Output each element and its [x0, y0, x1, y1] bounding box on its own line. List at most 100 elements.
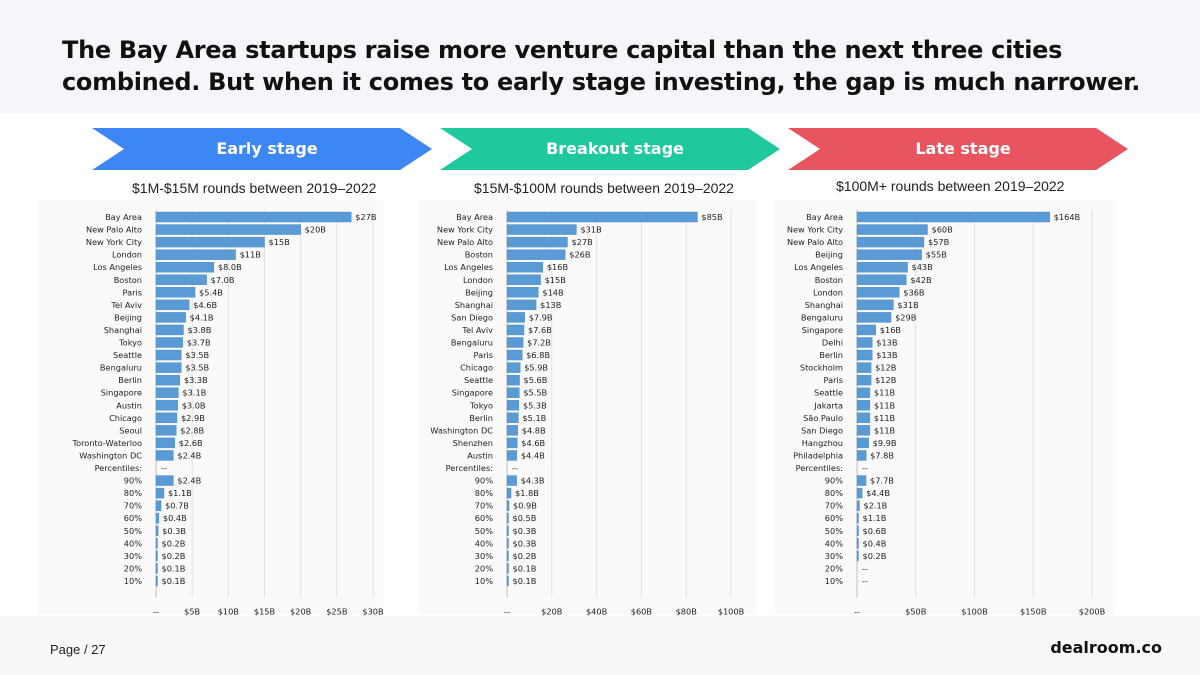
- data-label: $4.3B: [521, 476, 545, 486]
- bar: [856, 513, 859, 524]
- category-label: New York City: [787, 225, 843, 235]
- data-label: $3.3B: [184, 375, 208, 385]
- bar: [856, 387, 871, 398]
- category-label: Bay Area: [105, 212, 142, 222]
- x-tick-label: $80B: [676, 607, 698, 617]
- data-label: $0.1B: [513, 576, 537, 586]
- category-label: Percentiles:: [796, 463, 843, 473]
- bar: [856, 437, 869, 449]
- bar: [506, 324, 525, 336]
- stage-banner-late-label: Late stage: [915, 139, 1011, 158]
- bar: [155, 274, 207, 285]
- breakout-stage-chart: -- $20B $40B $60B $80B $100B Bay Area $85B New Y…: [430, 210, 745, 617]
- category-label: Shenzhen: [453, 438, 493, 448]
- data-label: $85B: [701, 212, 723, 222]
- data-label: $0.6B: [863, 526, 887, 536]
- x-tick-label: $60B: [631, 607, 653, 617]
- category-label: 50%: [475, 526, 493, 536]
- bar: [506, 262, 544, 273]
- bar: [506, 236, 568, 248]
- category-label: Berlin: [118, 375, 142, 385]
- data-label: $43B: [912, 262, 934, 272]
- bar: [856, 450, 867, 461]
- data-label: $4.1B: [190, 312, 214, 322]
- bar: [856, 211, 1050, 223]
- bar: [856, 324, 876, 336]
- data-label: $6.8B: [526, 350, 550, 360]
- data-label: $7.2B: [527, 338, 551, 348]
- bar: [155, 349, 182, 361]
- category-label: 30%: [124, 551, 142, 561]
- category-label: Shanghai: [805, 300, 843, 310]
- category-label: San Diego: [801, 425, 843, 435]
- bar: [856, 412, 871, 424]
- bar: [155, 450, 174, 461]
- bar: [856, 249, 922, 260]
- data-label: $60B: [932, 225, 954, 235]
- data-label: $5.3B: [523, 400, 547, 410]
- category-label: Chicago: [460, 363, 493, 373]
- category-label: São Paulo: [803, 413, 843, 423]
- x-tick-label: $40B: [586, 607, 608, 617]
- x-tick-label: $20B: [290, 607, 312, 617]
- data-label: $12B: [875, 363, 897, 373]
- category-label: 80%: [475, 488, 493, 498]
- bar: [155, 337, 183, 348]
- data-label: $14B: [542, 287, 564, 297]
- x-tick-label: --: [504, 607, 510, 617]
- category-label: 10%: [475, 576, 493, 586]
- bar: [155, 387, 179, 398]
- bar: [856, 224, 928, 235]
- bar: [856, 337, 873, 348]
- category-label: Paris: [123, 287, 143, 297]
- bar: [506, 563, 509, 574]
- bar: [506, 299, 537, 311]
- category-label: Boston: [114, 275, 142, 285]
- data-label: $42B: [910, 275, 932, 285]
- data-label: $36B: [903, 287, 925, 297]
- category-label: Singapore: [101, 388, 142, 398]
- bar: [506, 287, 539, 298]
- bar: [506, 349, 523, 361]
- data-label: $11B: [874, 400, 896, 410]
- bar: [155, 299, 190, 311]
- data-label: $0.2B: [162, 551, 186, 561]
- category-label: Singapore: [452, 388, 493, 398]
- data-label: $0.1B: [162, 576, 186, 586]
- category-label: Seattle: [113, 350, 142, 360]
- data-label: $0.3B: [513, 538, 537, 548]
- category-label: 40%: [825, 538, 843, 548]
- data-label: $13B: [876, 350, 898, 360]
- bar: [155, 374, 181, 386]
- bar: [856, 312, 892, 323]
- data-label: $5.9B: [524, 363, 548, 373]
- data-label: $3.7B: [187, 338, 211, 348]
- category-label: Hangzhou: [802, 438, 843, 448]
- category-label: Berlin: [469, 413, 493, 423]
- x-tick-label: --: [854, 607, 860, 617]
- category-label: New York City: [437, 225, 493, 235]
- stage-banner-late: Late stage: [788, 128, 1128, 170]
- x-tick-label: $100B: [718, 607, 745, 617]
- data-label: $8.0B: [218, 262, 242, 272]
- x-tick-label: $150B: [1020, 607, 1047, 617]
- category-label: Tokyo: [118, 338, 142, 348]
- bar: [856, 287, 900, 298]
- data-label: $0.5B: [513, 513, 537, 523]
- data-label: $20B: [305, 225, 327, 235]
- bar: [506, 387, 520, 398]
- late-subtitle: $100M+ rounds between 2019–2022: [836, 178, 1065, 194]
- category-label: London: [813, 287, 843, 297]
- x-tick-label: $5B: [184, 607, 200, 617]
- stage-banner-breakout-label: Breakout stage: [546, 139, 684, 158]
- category-label: Percentiles:: [95, 463, 142, 473]
- header-band: [0, 0, 1200, 113]
- category-label: Bengaluru: [100, 363, 142, 373]
- category-label: Tokyo: [469, 400, 493, 410]
- x-tick-label: $200B: [1079, 607, 1106, 617]
- category-label: 30%: [475, 551, 493, 561]
- data-label: $0.4B: [163, 513, 187, 523]
- bar: [856, 349, 873, 361]
- data-label: $0.7B: [165, 501, 189, 511]
- bar: [155, 312, 186, 323]
